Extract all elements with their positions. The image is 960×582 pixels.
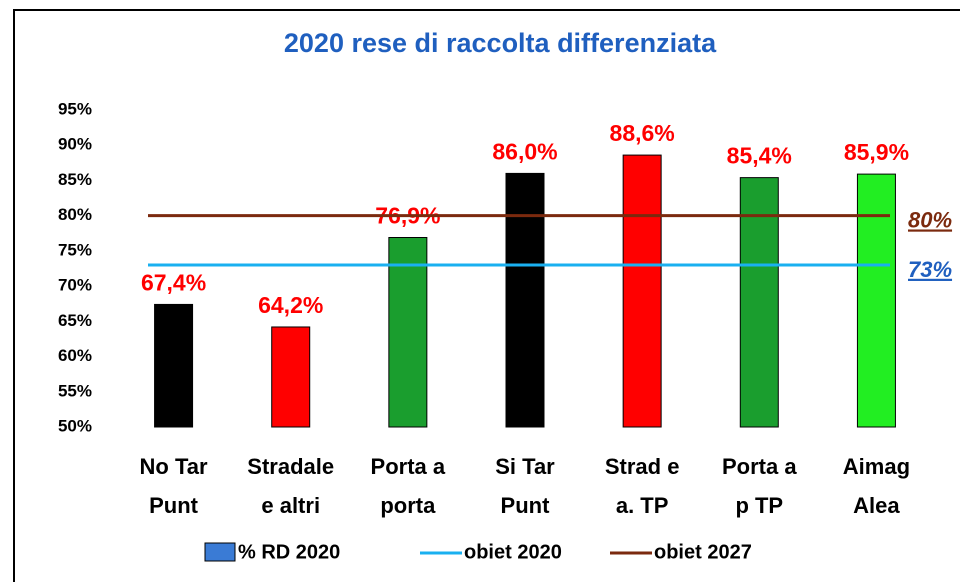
y-tick-label: 95% [58,99,92,118]
legend-label: obiet 2027 [654,541,752,563]
bar [856,173,896,428]
value-label: 64,2% [258,292,323,318]
x-tick-label: Porta a [722,454,797,479]
y-tick-label: 85% [58,170,92,189]
y-tick-label: 90% [58,135,92,154]
reference-label: 73% [908,257,952,282]
chart-frame [13,9,960,582]
x-tick-label: e altri [261,493,320,518]
value-label: 88,6% [610,120,675,146]
x-tick-label: a. TP [616,493,669,518]
x-tick-label: Alea [853,493,900,518]
y-tick-label: 80% [58,205,92,224]
y-tick-label: 65% [58,311,92,330]
value-label: 67,4% [141,270,206,296]
legend-swatch [204,542,236,562]
x-tick-label: Si Tar [495,454,555,479]
bar [388,237,428,428]
bar [505,172,545,428]
x-tick-label: Aimag [843,454,910,479]
x-tick-label: Porta a [371,454,446,479]
x-tick-label: Punt [501,493,551,518]
chart-title: 2020 rese di raccolta differenziata [284,28,717,58]
y-tick-label: 50% [58,416,92,435]
x-tick-label: Strad e [605,454,680,479]
y-tick-label: 70% [58,276,92,295]
value-label: 86,0% [492,138,557,164]
reference-label: 80% [908,207,952,232]
x-tick-label: No Tar [140,454,208,479]
legend-label: obiet 2020 [464,541,562,563]
y-tick-label: 75% [58,240,92,259]
x-tick-label: porta [380,493,436,518]
x-tick-label: Punt [149,493,199,518]
x-tick-label: p TP [735,493,783,518]
value-label: 85,9% [844,139,909,165]
bar [739,177,779,428]
bar [622,154,662,428]
x-tick-label: Stradale [247,454,334,479]
y-tick-label: 55% [58,381,92,400]
legend-label: % RD 2020 [238,541,340,563]
bar [271,326,311,428]
y-tick-label: 60% [58,346,92,365]
value-label: 85,4% [727,143,792,169]
bar [154,303,194,428]
